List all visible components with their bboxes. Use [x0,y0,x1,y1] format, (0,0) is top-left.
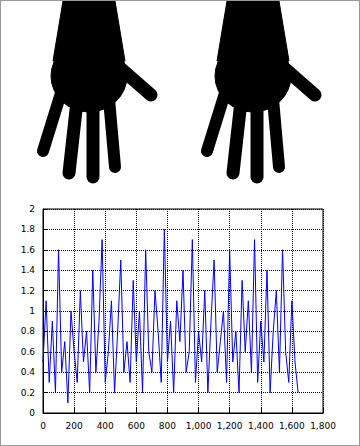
svg-text:2: 2 [29,204,35,214]
svg-text:600: 600 [128,421,145,431]
svg-text:1: 1 [29,306,35,316]
svg-text:1.4: 1.4 [21,265,36,275]
svg-text:0.2: 0.2 [21,388,35,398]
svg-text:1,000: 1,000 [186,421,212,431]
svg-text:0: 0 [29,408,35,418]
svg-text:200: 200 [66,421,83,431]
svg-text:800: 800 [159,421,176,431]
svg-text:0.8: 0.8 [21,326,36,336]
svg-text:0: 0 [40,421,46,431]
svg-text:1.8: 1.8 [21,224,36,234]
svg-text:0.4: 0.4 [21,367,36,377]
svg-text:1,600: 1,600 [279,421,305,431]
svg-text:1,400: 1,400 [248,421,274,431]
svg-text:0.6: 0.6 [21,347,36,357]
svg-text:400: 400 [97,421,114,431]
svg-text:1,200: 1,200 [217,421,243,431]
svg-text:1.2: 1.2 [21,286,35,296]
svg-text:1,800: 1,800 [310,421,336,431]
svg-text:1.6: 1.6 [21,245,36,255]
